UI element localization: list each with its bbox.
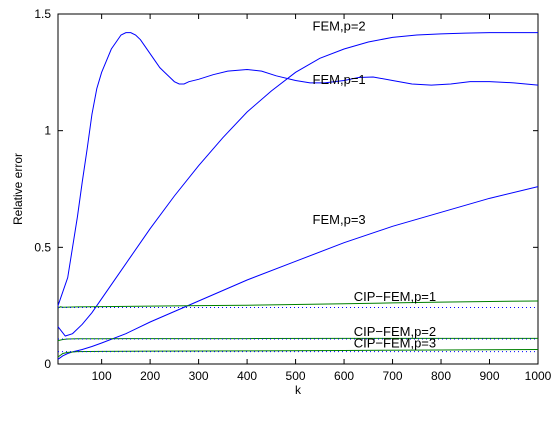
series-line-cip-fem-p-2	[57, 337, 538, 342]
x-tick-label: 500	[286, 369, 306, 383]
x-axis-label: k	[295, 383, 302, 397]
x-tick-label: 900	[479, 369, 499, 383]
y-tick-label: 0.5	[34, 240, 51, 254]
y-tick-label: 0	[44, 357, 51, 371]
x-tick-label: 200	[140, 369, 160, 383]
x-tick-label: 300	[189, 369, 209, 383]
series-line-fem-p-1	[57, 32, 539, 306]
x-tick-label: 700	[383, 369, 403, 383]
x-tick-label: 1000	[525, 369, 552, 383]
x-tick-label: 600	[334, 369, 354, 383]
series-labels: FEM,p=2 FEM,p=1 FEM,p=3 CIP−FEM,p=1 CIP−FEM,…	[313, 18, 437, 350]
series-label: FEM,p=3	[313, 212, 366, 227]
series-line-cip-fem-p-1	[57, 300, 539, 309]
y-tick-label: 1.5	[34, 7, 51, 21]
series-line-fem-p-2	[57, 32, 538, 337]
series-line-cip-fem-p-3	[57, 349, 539, 358]
x-tick-label: 400	[237, 369, 257, 383]
series-label: CIP−FEM,p=3	[354, 336, 436, 351]
series-label: CIP−FEM,p=1	[354, 289, 436, 304]
series-lines	[57, 32, 539, 360]
y-tick-label: 1	[44, 124, 51, 138]
plot-area	[57, 13, 539, 365]
series-label: CIP−FEM,p=2	[354, 324, 436, 339]
series-label: FEM,p=1	[313, 72, 366, 87]
x-tick-label: 100	[92, 369, 112, 383]
y-axis-label: Relative error	[11, 153, 25, 225]
series-label: FEM,p=2	[313, 18, 366, 33]
x-tick-label: 800	[431, 369, 451, 383]
axis-ticks: 100 200 300 400 500 600 700 800 900 1000 0 0.5 1 1.5	[34, 7, 551, 383]
